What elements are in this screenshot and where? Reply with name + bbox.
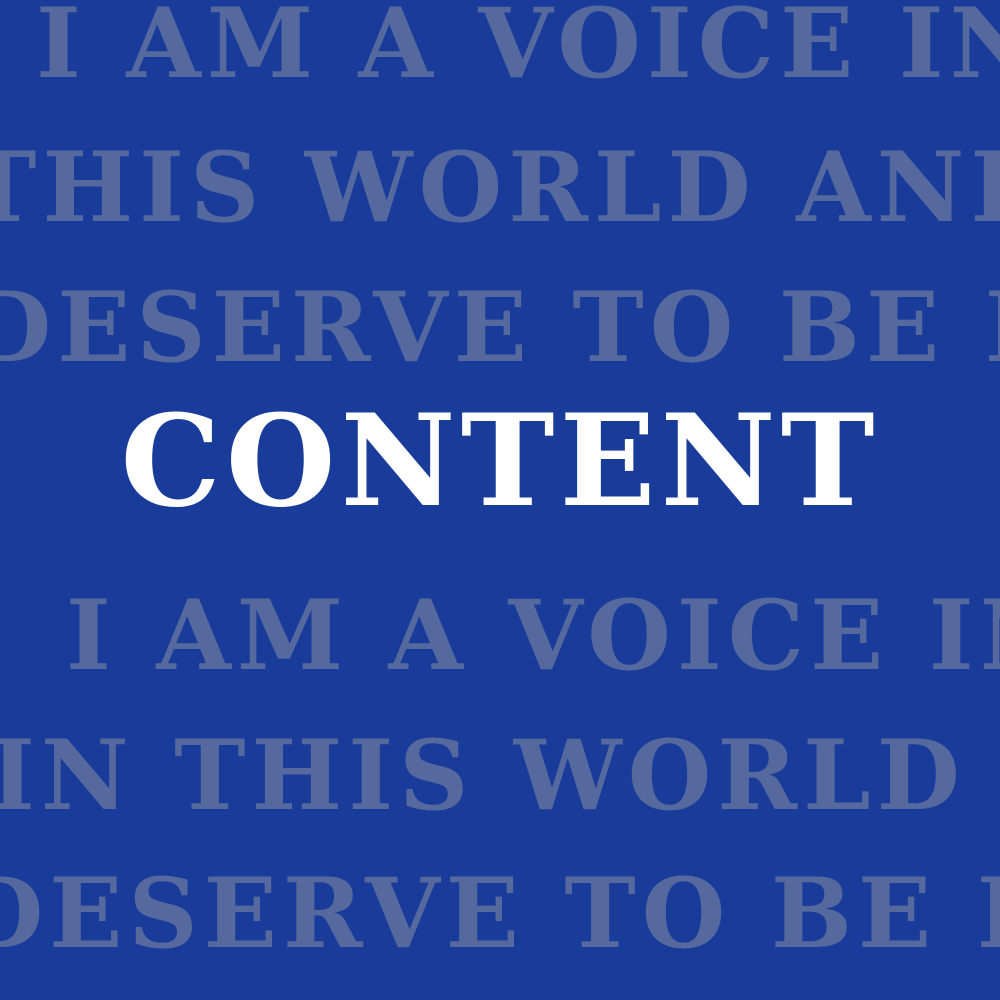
background-text-line: IN THIS WORLD AND <box>0 719 1000 832</box>
background-text-line: THIS WORLD AND I <box>0 131 1000 244</box>
background-text-line: I AM A VOICE IN <box>36 0 1000 100</box>
background-text-line: DESERVE TO BE HEARD <box>0 271 1000 384</box>
background-text-line: I AM A VOICE IN <box>66 579 1000 692</box>
background-text-line: DESERVE TO BE HEARD <box>0 857 1000 970</box>
headline-title: CONTENT <box>120 387 880 535</box>
